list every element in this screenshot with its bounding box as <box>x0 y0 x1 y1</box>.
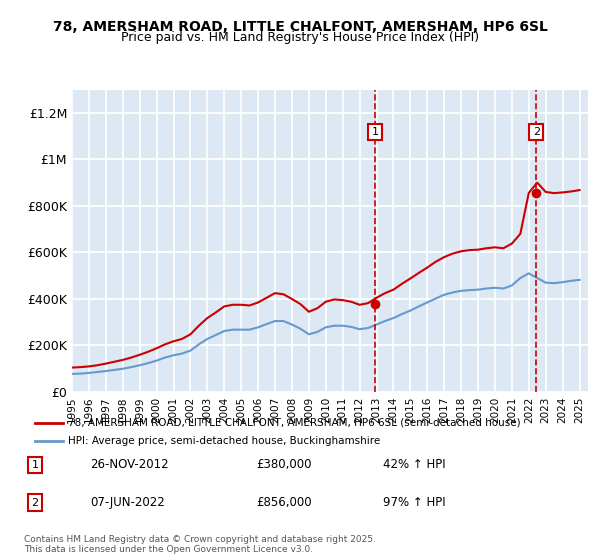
Text: 78, AMERSHAM ROAD, LITTLE CHALFONT, AMERSHAM, HP6 6SL (semi-detached house): 78, AMERSHAM ROAD, LITTLE CHALFONT, AMER… <box>68 418 521 428</box>
Text: £856,000: £856,000 <box>256 496 311 509</box>
Text: 1: 1 <box>371 127 379 137</box>
Text: £380,000: £380,000 <box>256 459 311 472</box>
Text: 1: 1 <box>32 460 38 470</box>
Text: 78, AMERSHAM ROAD, LITTLE CHALFONT, AMERSHAM, HP6 6SL: 78, AMERSHAM ROAD, LITTLE CHALFONT, AMER… <box>53 20 547 34</box>
Text: Price paid vs. HM Land Registry's House Price Index (HPI): Price paid vs. HM Land Registry's House … <box>121 31 479 44</box>
Text: HPI: Average price, semi-detached house, Buckinghamshire: HPI: Average price, semi-detached house,… <box>68 436 380 446</box>
Text: 2: 2 <box>533 127 540 137</box>
Text: 26-NOV-2012: 26-NOV-2012 <box>90 459 169 472</box>
Text: 2: 2 <box>31 498 38 508</box>
Text: 07-JUN-2022: 07-JUN-2022 <box>90 496 165 509</box>
Text: 42% ↑ HPI: 42% ↑ HPI <box>383 459 445 472</box>
Text: 97% ↑ HPI: 97% ↑ HPI <box>383 496 445 509</box>
Text: Contains HM Land Registry data © Crown copyright and database right 2025.
This d: Contains HM Land Registry data © Crown c… <box>24 535 376 554</box>
